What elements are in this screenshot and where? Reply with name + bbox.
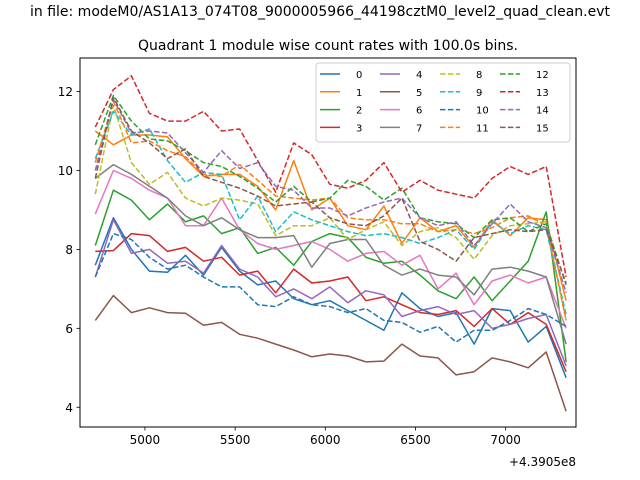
legend-label: 6 <box>416 106 422 117</box>
legend-item: 5 <box>380 88 422 99</box>
x-tick-label: 5000 <box>130 433 161 447</box>
legend-item: 4 <box>380 70 422 81</box>
series-line-6 <box>94 169 567 329</box>
series-line-10 <box>94 232 567 343</box>
series-line-3 <box>95 232 567 372</box>
legend-label: 5 <box>416 88 422 99</box>
legend-item: 12 <box>500 70 549 81</box>
y-tick-label: 12 <box>58 85 73 99</box>
y-tick-label: 10 <box>58 164 73 178</box>
legend-label: 2 <box>356 106 362 117</box>
series-line-12 <box>94 94 567 286</box>
legend-item: 10 <box>440 106 489 117</box>
legend-label: 12 <box>536 70 549 81</box>
x-tick-label: 5500 <box>220 433 251 447</box>
legend-label: 15 <box>536 123 549 134</box>
legend-item: 1 <box>320 88 362 99</box>
series-line-0 <box>94 217 567 378</box>
y-axis: 4 6 8 10 12 <box>58 85 80 415</box>
legend-label: 1 <box>356 88 362 99</box>
x-tick-label: 7000 <box>490 433 521 447</box>
series-line-2 <box>94 189 567 362</box>
legend-label: 4 <box>416 70 422 81</box>
legend-label: 11 <box>476 123 489 134</box>
x-axis: 5000 5500 6000 6500 7000 <box>130 427 521 447</box>
series-line-13 <box>94 75 567 278</box>
legend-item: 13 <box>500 88 549 99</box>
y-tick-label: 6 <box>65 322 73 336</box>
legend-label: 7 <box>416 123 422 134</box>
legend-item: 3 <box>320 123 362 134</box>
x-tick-label: 6000 <box>310 433 341 447</box>
x-axis-offset-label: +4.3905e8 <box>509 455 576 469</box>
series-line-9 <box>94 110 567 315</box>
figure-suptitle: in file: modeM0/AS1A13_074T08_9000005966… <box>30 4 611 20</box>
legend-item: 0 <box>320 70 362 81</box>
legend-label: 13 <box>536 88 549 99</box>
legend-item: 6 <box>380 106 422 117</box>
legend-label: 8 <box>476 70 482 81</box>
series-line-7 <box>94 163 567 345</box>
series-line-14 <box>94 98 567 294</box>
legend-item: 7 <box>380 123 422 134</box>
series-line-8 <box>94 104 567 321</box>
x-tick-label: 6500 <box>400 433 431 447</box>
legend-item: 14 <box>500 106 549 117</box>
legend-box <box>315 62 571 143</box>
y-tick-label: 4 <box>65 401 73 415</box>
series-line-15 <box>94 96 567 284</box>
legend-label: 9 <box>476 88 482 99</box>
legend-item: 8 <box>440 70 482 81</box>
chart-title: Quadrant 1 module wise count rates with … <box>138 38 518 54</box>
legend-label: 0 <box>356 70 362 81</box>
legend-item: 15 <box>500 123 549 134</box>
legend-item: 9 <box>440 88 482 99</box>
legend-label: 3 <box>356 123 362 134</box>
legend-item: 11 <box>440 123 489 134</box>
y-tick-label: 8 <box>65 243 73 257</box>
legend-item: 2 <box>320 106 362 117</box>
series-layer <box>94 75 567 412</box>
legend-label: 14 <box>536 106 549 117</box>
legend-label: 10 <box>476 106 489 117</box>
series-line-4 <box>94 219 567 367</box>
series-line-5 <box>94 294 567 412</box>
